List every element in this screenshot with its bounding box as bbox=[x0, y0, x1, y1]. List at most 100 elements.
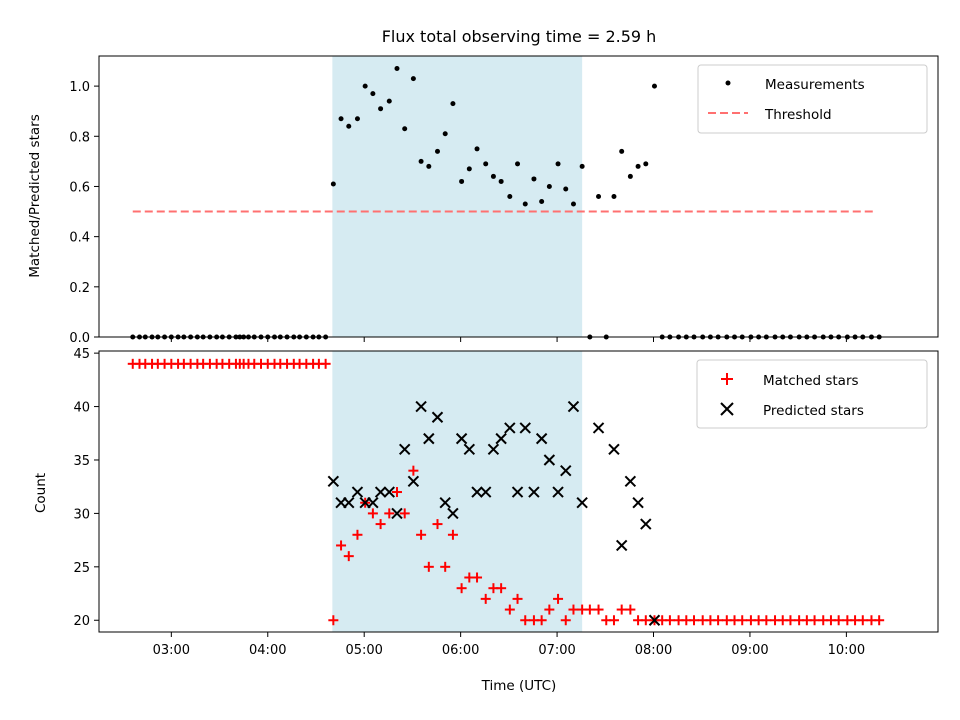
legend-threshold-label: Threshold bbox=[764, 107, 832, 123]
predicted-stars-point bbox=[511, 486, 524, 498]
predicted-stars-point bbox=[528, 486, 540, 498]
top-panel: 0.0 0.2 0.4 0.6 0.8 1.0 Matched/Predicted sta… bbox=[27, 55, 939, 346]
x-tick-label: 08:00 bbox=[635, 643, 672, 658]
measurement-point bbox=[402, 126, 408, 132]
bottom-y-ticks: 20 25 30 35 40 45 bbox=[73, 347, 99, 629]
x-tick-label: 07:00 bbox=[538, 643, 575, 658]
measurement-point bbox=[474, 146, 480, 152]
matched-stars-point bbox=[432, 519, 443, 530]
measurement-point bbox=[466, 166, 472, 172]
predicted-stars-point bbox=[447, 507, 459, 520]
predicted-stars-point bbox=[504, 422, 516, 434]
matched-stars-point bbox=[874, 615, 885, 626]
measurement-point bbox=[643, 161, 649, 167]
measurement-point bbox=[410, 76, 416, 82]
legend-measurements-label: Measurements bbox=[765, 77, 865, 93]
measurement-point bbox=[579, 163, 585, 169]
predicted-stars-point bbox=[471, 486, 483, 498]
measurement-point bbox=[426, 163, 432, 169]
y-tick-label: 45 bbox=[73, 347, 90, 362]
matched-stars-point bbox=[625, 604, 636, 615]
top-legend: Measurements Threshold bbox=[697, 64, 928, 134]
matched-stars-point bbox=[320, 358, 331, 369]
x-tick-label: 09:00 bbox=[731, 643, 768, 658]
bottom-panel: 20 25 30 35 40 45 03:00 04:00 05:00 06:00 07:00 08… bbox=[33, 347, 939, 694]
bottom-y-axis-label: Count bbox=[33, 473, 49, 513]
matched-stars-point bbox=[336, 540, 347, 551]
matched-stars-point bbox=[352, 529, 363, 540]
x-tick-label: 04:00 bbox=[249, 643, 286, 658]
y-tick-label: 20 bbox=[73, 614, 90, 629]
matched-stars-point bbox=[536, 615, 547, 626]
x-tick-label: 10:00 bbox=[828, 643, 865, 658]
measurement-point bbox=[522, 201, 528, 207]
measurement-point bbox=[507, 194, 513, 199]
matched-stars-point bbox=[520, 615, 531, 626]
measurement-point bbox=[394, 66, 400, 72]
measurement-point bbox=[627, 173, 633, 179]
x-tick-label: 06:00 bbox=[442, 643, 479, 658]
bottom-legend: Matched stars Predicted stars bbox=[696, 359, 928, 429]
legend-predicted-marker bbox=[720, 402, 734, 416]
top-y-axis-label: Matched/Predicted stars bbox=[27, 114, 43, 277]
matched-stars-point bbox=[737, 615, 748, 626]
observing-window-shade-top bbox=[332, 56, 583, 337]
predicted-stars-point bbox=[423, 432, 435, 445]
matched-stars-point bbox=[423, 561, 434, 572]
matched-stars-point bbox=[343, 551, 354, 562]
y-tick-label: 0.2 bbox=[69, 281, 90, 296]
matched-stars-point bbox=[375, 519, 386, 530]
measurement-point bbox=[362, 83, 368, 89]
y-tick-label: 0.4 bbox=[69, 231, 90, 246]
predicted-stars-point bbox=[567, 400, 580, 413]
legend-predicted-label: Predicted stars bbox=[763, 403, 864, 419]
bottom-axes-frame bbox=[98, 350, 939, 633]
predicted-stars-point bbox=[391, 507, 403, 520]
measurement-point bbox=[515, 161, 521, 167]
measurement-point bbox=[555, 161, 561, 167]
legend-matched-marker bbox=[721, 373, 733, 385]
y-tick-label: 35 bbox=[73, 454, 90, 469]
top-x-ticks bbox=[170, 337, 847, 342]
measurement-point bbox=[570, 201, 576, 207]
matched-stars-point bbox=[367, 508, 378, 519]
measurement-point bbox=[370, 91, 376, 97]
predicted-stars-point bbox=[648, 614, 661, 626]
matched-stars-point bbox=[857, 615, 868, 626]
measurement-point bbox=[539, 199, 545, 205]
matched-stars-point bbox=[553, 593, 564, 604]
measurement-point bbox=[498, 178, 504, 184]
matched-stars-point bbox=[664, 615, 675, 626]
chart-title: Flux total observing time = 2.59 h bbox=[382, 27, 657, 46]
measurement-point bbox=[330, 181, 336, 187]
measurement-point bbox=[459, 178, 465, 184]
matched-stars-point bbox=[608, 615, 619, 626]
y-tick-label: 0.8 bbox=[69, 130, 90, 145]
measurement-point bbox=[619, 148, 625, 154]
predicted-stars-point bbox=[560, 464, 572, 477]
y-tick-label: 25 bbox=[73, 561, 90, 576]
matched-stars-point bbox=[593, 604, 604, 615]
measurement-point bbox=[338, 116, 344, 122]
predicted-stars-point bbox=[543, 454, 556, 466]
predicted-stars-point bbox=[519, 422, 531, 434]
predicted-stars-point bbox=[624, 475, 637, 488]
predicted-stars-point bbox=[552, 486, 564, 498]
measurement-point bbox=[346, 123, 352, 129]
matched-stars-point bbox=[761, 615, 772, 626]
matched-stars-point bbox=[456, 583, 467, 594]
matched-stars-point bbox=[447, 529, 458, 540]
predicted-stars-point bbox=[615, 539, 628, 552]
matched-stars-point bbox=[512, 593, 523, 604]
matched-stars-point bbox=[480, 593, 491, 604]
predicted-stars-point bbox=[576, 497, 588, 509]
matched-stars-point bbox=[408, 465, 419, 476]
matched-stars-point bbox=[584, 604, 595, 615]
matched-stars-point bbox=[496, 583, 507, 594]
matched-stars-point bbox=[713, 615, 724, 626]
predicted-stars-point bbox=[487, 443, 500, 456]
measurement-point bbox=[531, 176, 537, 182]
matched-stars-point bbox=[391, 487, 402, 498]
measurement-point bbox=[483, 161, 489, 167]
